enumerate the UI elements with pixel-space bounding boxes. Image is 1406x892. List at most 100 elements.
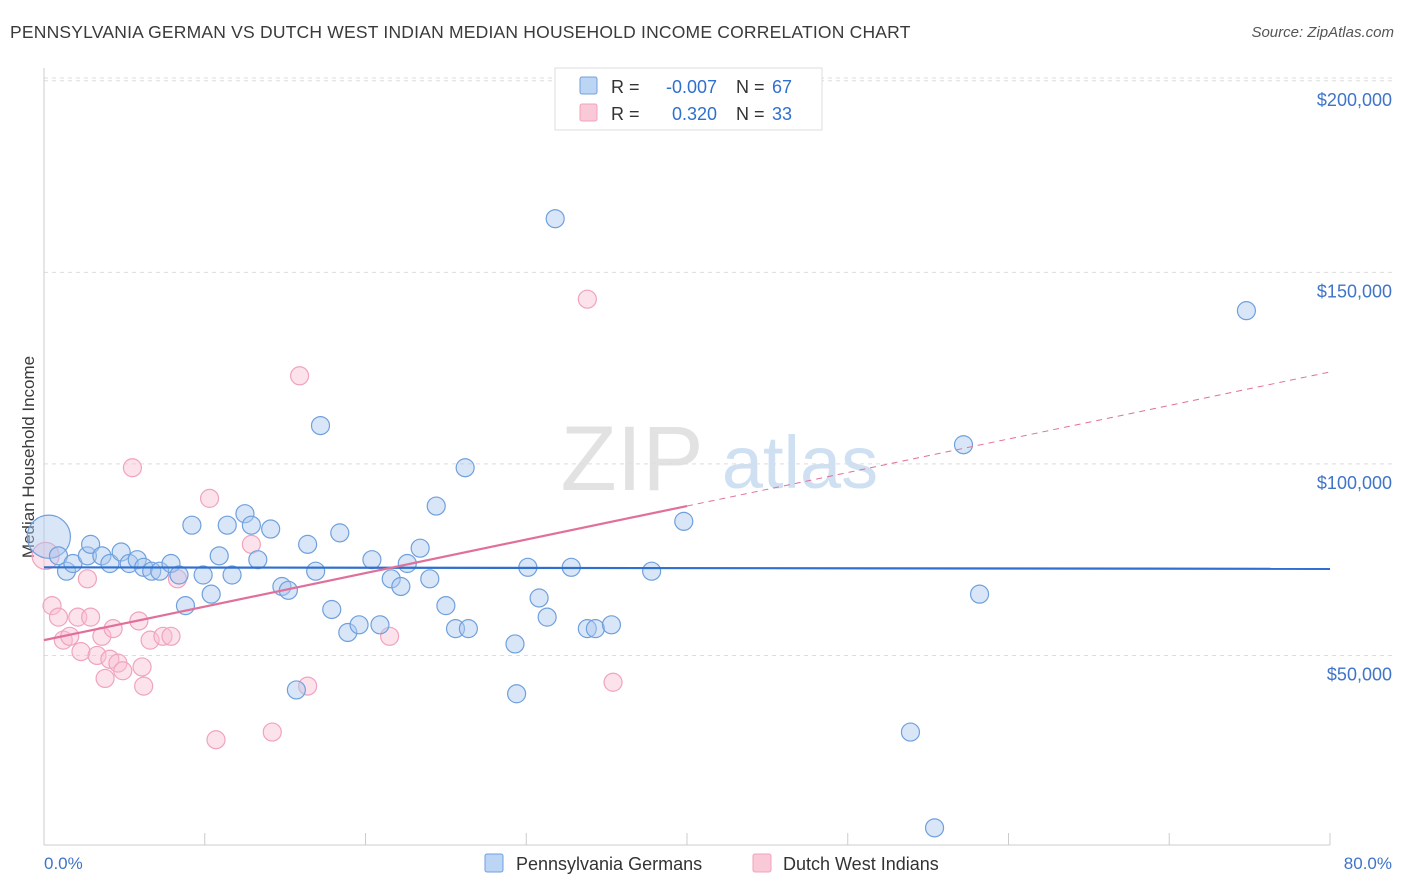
pa-point-29 bbox=[286, 680, 306, 700]
chart-source: Source: ZipAtlas.com bbox=[1251, 24, 1394, 41]
legend-top-blue-swatch bbox=[579, 76, 598, 95]
pa-point-53 bbox=[537, 607, 557, 627]
pa-point-40 bbox=[391, 576, 411, 597]
watermark-zip: ZIP bbox=[560, 408, 703, 510]
legend-bottom-blue-label: Pennsylvania Germans bbox=[516, 854, 702, 874]
dwi-point-1 bbox=[42, 596, 62, 616]
legend-top-r-value-pink: 0.320 bbox=[672, 104, 717, 124]
pa-point-15 bbox=[169, 565, 189, 585]
legend-top-n-label-pink: N = bbox=[736, 104, 765, 124]
pa-point-65 bbox=[1236, 301, 1257, 321]
pa-point-33 bbox=[322, 599, 342, 620]
y-tick-label-100000: $100,000 bbox=[1317, 473, 1392, 493]
pa-point-22 bbox=[222, 565, 242, 585]
pa-point-38 bbox=[370, 615, 390, 635]
trend-line-dutch-west-indians bbox=[43, 504, 688, 642]
legend-bottom-pink-label: Dutch West Indians bbox=[783, 854, 939, 874]
pa-point-61 bbox=[900, 722, 921, 742]
series-dutch-west-indians-points bbox=[31, 289, 623, 750]
pa-point-34 bbox=[330, 523, 350, 543]
legend-top-r-label-blue: R = bbox=[611, 77, 640, 97]
dwi-point-27 bbox=[262, 722, 282, 742]
pa-point-48 bbox=[458, 619, 478, 639]
legend-top-n-label-blue: N = bbox=[736, 77, 765, 97]
trend-lines bbox=[43, 371, 1331, 642]
dwi-point-15 bbox=[113, 661, 133, 681]
pa-point-18 bbox=[193, 565, 213, 585]
pa-point-59 bbox=[642, 561, 662, 581]
pa-point-35 bbox=[338, 622, 358, 643]
pa-point-47 bbox=[455, 458, 475, 478]
dwi-point-31 bbox=[577, 289, 597, 309]
pa-point-5 bbox=[81, 534, 101, 554]
pa-point-6 bbox=[92, 546, 112, 566]
pa-point-21 bbox=[217, 515, 237, 535]
legend-top-box bbox=[554, 67, 823, 131]
legend-top-n-value-pink: 33 bbox=[772, 104, 792, 124]
pa-point-26 bbox=[261, 519, 281, 539]
pa-point-44 bbox=[426, 496, 446, 516]
pa-point-4 bbox=[77, 546, 98, 566]
dwi-point-25 bbox=[206, 730, 226, 750]
dwi-point-29 bbox=[298, 676, 318, 696]
y-tick-label-200000: $200,000 bbox=[1317, 90, 1392, 110]
pa-point-49 bbox=[505, 634, 525, 654]
dwi-point-28 bbox=[289, 366, 310, 386]
legend-top-n-value-blue: 67 bbox=[772, 77, 792, 97]
pa-point-64 bbox=[969, 584, 990, 604]
pa-point-10 bbox=[127, 550, 147, 570]
dwi-point-19 bbox=[134, 676, 154, 696]
watermark: ZIP atlas bbox=[560, 408, 878, 510]
pa-point-57 bbox=[585, 619, 605, 639]
pa-point-52 bbox=[529, 588, 549, 608]
pa-point-60 bbox=[674, 511, 694, 531]
dwi-point-21 bbox=[153, 626, 173, 646]
legend-bottom: Pennsylvania Germans Dutch West Indians bbox=[484, 853, 939, 874]
trend-line-pennsylvania-germans bbox=[43, 566, 1331, 570]
pa-point-43 bbox=[420, 569, 440, 589]
pa-point-62 bbox=[924, 818, 945, 838]
pa-point-31 bbox=[306, 561, 326, 581]
x-tick-label-min: 0.0% bbox=[44, 854, 83, 873]
legend-top-r-value-blue: -0.007 bbox=[666, 77, 717, 97]
pa-point-25 bbox=[248, 550, 268, 570]
pa-point-17 bbox=[182, 515, 202, 535]
legend-bottom-pink-swatch bbox=[752, 853, 772, 873]
pa-point-39 bbox=[381, 569, 401, 589]
dwi-point-16 bbox=[122, 458, 143, 478]
y-tick-label-150000: $150,000 bbox=[1317, 281, 1392, 301]
pa-point-45 bbox=[436, 596, 456, 616]
pa-point-56 bbox=[577, 619, 597, 639]
pa-point-36 bbox=[349, 615, 369, 635]
dwi-point-22 bbox=[161, 626, 181, 646]
pa-point-24 bbox=[241, 515, 261, 535]
pa-point-30 bbox=[298, 534, 318, 554]
dwi-point-2 bbox=[48, 607, 69, 627]
dwi-point-20 bbox=[140, 630, 160, 650]
pa-point-8 bbox=[111, 542, 131, 562]
dwi-point-9 bbox=[87, 645, 107, 666]
legend-top-pink-swatch bbox=[579, 103, 598, 122]
dwi-point-18 bbox=[132, 657, 152, 677]
pa-point-50 bbox=[507, 684, 527, 704]
pa-point-42 bbox=[410, 538, 430, 558]
pa-point-23 bbox=[235, 504, 255, 524]
watermark-atlas: atlas bbox=[722, 421, 878, 504]
pa-point-20 bbox=[209, 546, 229, 566]
legend-bottom-blue-swatch bbox=[484, 853, 504, 873]
dwi-point-7 bbox=[77, 569, 98, 589]
legend-top-r-label-pink: R = bbox=[611, 104, 640, 124]
y-tick-labels: $50,000 $100,000 $150,000 $200,000 bbox=[1317, 90, 1392, 685]
pa-point-58 bbox=[601, 615, 622, 635]
dwi-point-24 bbox=[199, 488, 220, 508]
y-tick-label-50000: $50,000 bbox=[1327, 664, 1392, 684]
x-axis-ticks bbox=[43, 833, 1331, 845]
dwi-point-8 bbox=[81, 607, 101, 627]
pa-point-37 bbox=[362, 550, 382, 570]
y-axis-label: Median Household Income bbox=[19, 356, 38, 558]
dwi-point-32 bbox=[603, 672, 623, 692]
dwi-point-6 bbox=[71, 642, 91, 662]
pa-point-63 bbox=[953, 435, 974, 455]
